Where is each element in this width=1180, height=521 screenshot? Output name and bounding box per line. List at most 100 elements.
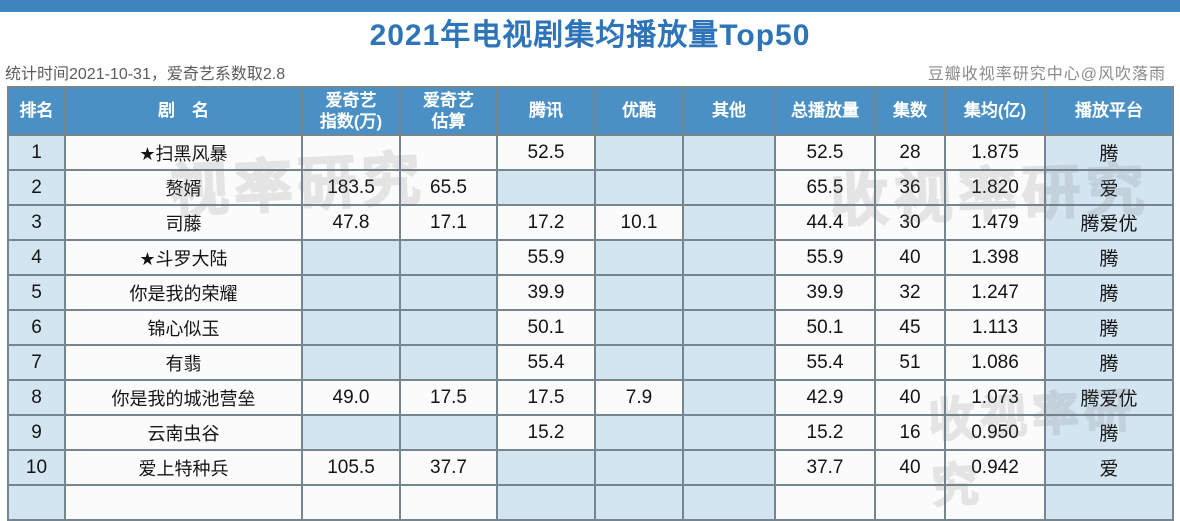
cell-platform: 腾	[1044, 274, 1174, 311]
cell-tencent: 17.2	[496, 204, 596, 241]
cell-avg-per-episode	[944, 484, 1046, 521]
cell-episodes: 16	[874, 414, 946, 451]
col-header-avg-per-episode: 集均(亿)	[944, 86, 1046, 136]
cell-iqiyi-estimate	[399, 484, 498, 521]
cell-tencent: 17.5	[496, 379, 596, 416]
cell-tencent	[496, 484, 596, 521]
cell-tencent: 15.2	[496, 414, 596, 451]
cell-iqiyi-estimate	[399, 274, 498, 311]
table-row: 1 ★扫黑风暴 52.5 52.5 28 1.875 腾	[7, 134, 1174, 171]
cell-episodes: 45	[874, 309, 946, 346]
cell-tencent: 52.5	[496, 134, 596, 171]
cell-rank: 3	[7, 204, 66, 241]
cell-youku	[594, 449, 684, 486]
cell-episodes: 51	[874, 344, 946, 381]
cell-iqiyi-index: 105.5	[301, 449, 401, 486]
cell-episodes: 32	[874, 274, 946, 311]
cell-name: 有翡	[64, 344, 303, 381]
cell-other	[682, 239, 776, 276]
cell-total-plays: 37.7	[774, 449, 876, 486]
table-row	[7, 484, 1174, 521]
cell-name: ★斗罗大陆	[64, 239, 303, 276]
stats-date-note: 统计时间2021-10-31，爱奇艺系数取2.8	[5, 66, 286, 83]
table-header: 排名剧 名爱奇艺 指数(万) 爱奇艺 估算 腾讯 优酷 其他 总播放量 集数 集均(亿) 播放平…	[7, 86, 1174, 136]
cell-rank: 5	[7, 274, 66, 311]
cell-episodes: 40	[874, 449, 946, 486]
cell-other	[682, 274, 776, 311]
cell-rank: 8	[7, 379, 66, 416]
cell-total-plays: 65.5	[774, 169, 876, 206]
cell-youku	[594, 169, 684, 206]
cell-platform: 腾	[1044, 309, 1174, 346]
cell-total-plays: 15.2	[774, 414, 876, 451]
col-header-episodes: 集数	[874, 86, 946, 136]
cell-rank: 2	[7, 169, 66, 206]
cell-iqiyi-estimate	[399, 309, 498, 346]
cell-name: 爱上特种兵	[64, 449, 303, 486]
cell-iqiyi-index	[301, 484, 401, 521]
cell-other	[682, 379, 776, 416]
cell-iqiyi-estimate	[399, 239, 498, 276]
cell-avg-per-episode: 1.113	[944, 309, 1046, 346]
cell-name: ★扫黑风暴	[64, 134, 303, 171]
cell-rank: 7	[7, 344, 66, 381]
cell-episodes	[874, 484, 946, 521]
table-row: 7 有翡 55.4 55.4 51 1.086 腾	[7, 344, 1174, 381]
cell-rank: 9	[7, 414, 66, 451]
col-header-other: 其他	[682, 86, 776, 136]
cell-avg-per-episode: 1.479	[944, 204, 1046, 241]
source-credit: 豆瓣收视率研究中心@风吹落雨	[927, 66, 1166, 83]
cell-youku	[594, 134, 684, 171]
table-row: 2 赘婿 183.5 65.5 65.5 36 1.820 爱	[7, 169, 1174, 206]
col-header-platform: 播放平台	[1044, 86, 1174, 136]
col-header-rank: 排名	[7, 86, 66, 136]
cell-total-plays: 42.9	[774, 379, 876, 416]
cell-iqiyi-estimate: 17.1	[399, 204, 498, 241]
ranking-table: 排名剧 名爱奇艺 指数(万) 爱奇艺 估算 腾讯 优酷 其他 总播放量 集数 集均(亿) 播放平…	[7, 86, 1174, 521]
cell-iqiyi-index: 49.0	[301, 379, 401, 416]
cell-iqiyi-estimate: 17.5	[399, 379, 498, 416]
cell-platform: 爱	[1044, 169, 1174, 206]
cell-youku: 10.1	[594, 204, 684, 241]
cell-avg-per-episode: 1.398	[944, 239, 1046, 276]
cell-avg-per-episode: 0.942	[944, 449, 1046, 486]
cell-iqiyi-index	[301, 309, 401, 346]
cell-episodes: 30	[874, 204, 946, 241]
cell-total-plays: 44.4	[774, 204, 876, 241]
cell-episodes: 28	[874, 134, 946, 171]
table-row: 6 锦心似玉 50.1 50.1 45 1.113 腾	[7, 309, 1174, 346]
cell-total-plays: 52.5	[774, 134, 876, 171]
cell-tencent: 55.9	[496, 239, 596, 276]
cell-name	[64, 484, 303, 521]
table-row: 3 司藤 47.8 17.1 17.2 10.1 44.4 30 1.479 腾爱优	[7, 204, 1174, 241]
subtitle-bar: 统计时间2021-10-31，爱奇艺系数取2.8 豆瓣收视率研究中心@风吹落雨	[0, 58, 1180, 86]
cell-avg-per-episode: 1.247	[944, 274, 1046, 311]
cell-youku	[594, 309, 684, 346]
cell-platform: 腾	[1044, 134, 1174, 171]
cell-rank: 1	[7, 134, 66, 171]
cell-avg-per-episode: 1.073	[944, 379, 1046, 416]
cell-other	[682, 484, 776, 521]
table-body: 1 ★扫黑风暴 52.5 52.5 28 1.875 腾 2 赘婿 183.5 65.5 65.5 36…	[7, 134, 1174, 521]
cell-iqiyi-index	[301, 414, 401, 451]
cell-total-plays: 55.9	[774, 239, 876, 276]
cell-iqiyi-estimate	[399, 344, 498, 381]
cell-other	[682, 414, 776, 451]
cell-name: 你是我的荣耀	[64, 274, 303, 311]
cell-platform	[1044, 484, 1174, 521]
cell-avg-per-episode: 0.950	[944, 414, 1046, 451]
table-row: 5 你是我的荣耀 39.9 39.9 32 1.247 腾	[7, 274, 1174, 311]
cell-episodes: 40	[874, 239, 946, 276]
header-row: 排名剧 名爱奇艺 指数(万) 爱奇艺 估算 腾讯 优酷 其他 总播放量 集数 集均(亿) 播放平…	[7, 86, 1174, 136]
title-bar: 2021年电视剧集均播放量Top50	[0, 12, 1180, 58]
cell-rank	[7, 484, 66, 521]
cell-rank: 6	[7, 309, 66, 346]
cell-episodes: 36	[874, 169, 946, 206]
page-title: 2021年电视剧集均播放量Top50	[369, 19, 811, 52]
cell-iqiyi-estimate	[399, 414, 498, 451]
cell-tencent	[496, 449, 596, 486]
table-row: 4 ★斗罗大陆 55.9 55.9 40 1.398 腾	[7, 239, 1174, 276]
cell-rank: 10	[7, 449, 66, 486]
cell-iqiyi-estimate	[399, 134, 498, 171]
cell-iqiyi-index	[301, 239, 401, 276]
